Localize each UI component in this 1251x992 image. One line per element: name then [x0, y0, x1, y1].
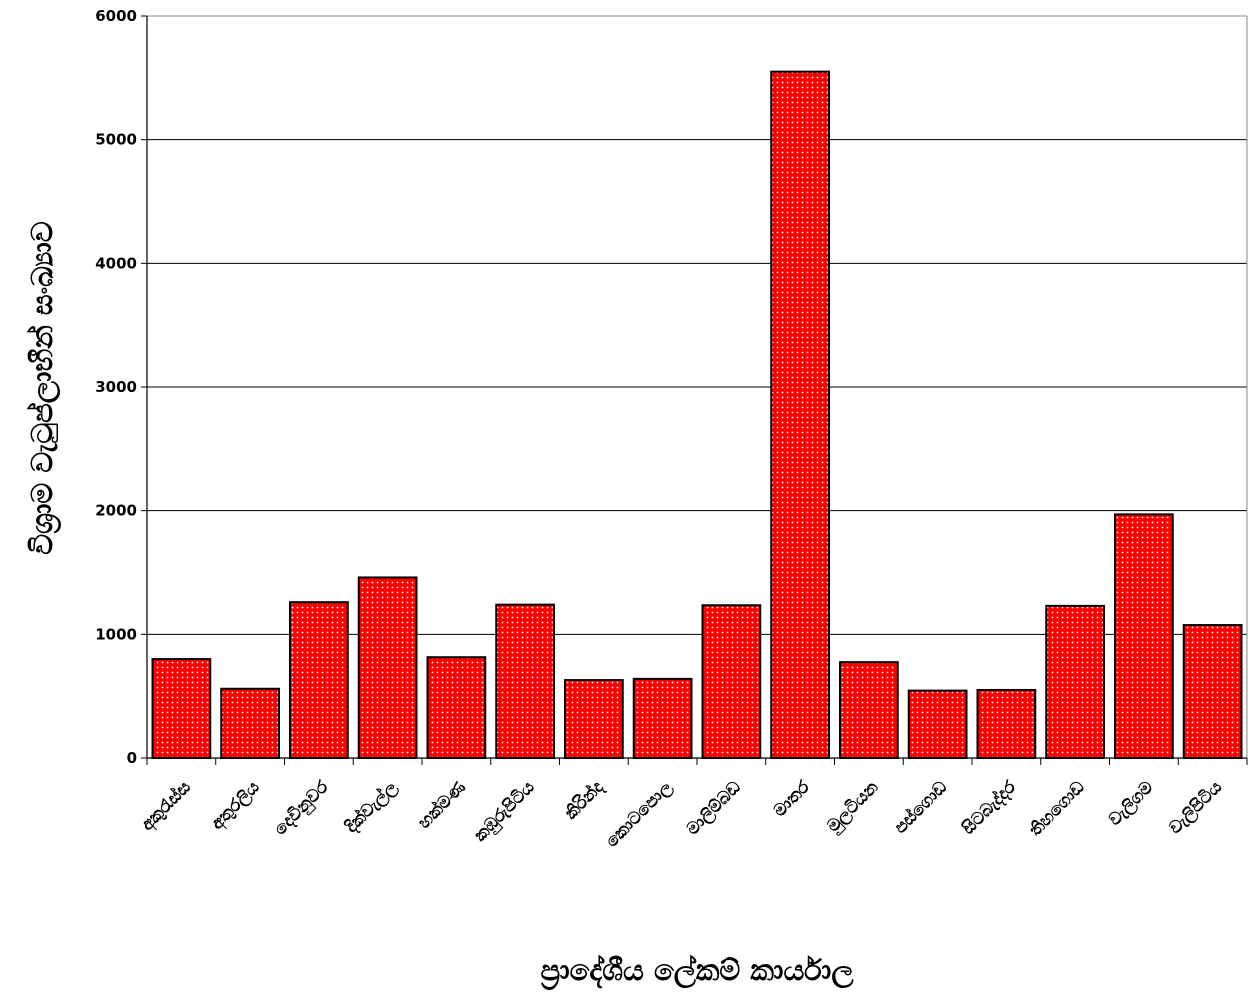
x-tick-label: දික්වැල්ල [340, 777, 401, 838]
bar [976, 688, 1037, 760]
x-tick-label: කොටපොල [602, 777, 677, 852]
bar [426, 656, 487, 759]
bar [701, 604, 762, 759]
bar [770, 70, 830, 759]
bar [151, 658, 212, 759]
bar [907, 689, 968, 760]
y-axis-ticks: 0 1000 2000 3000 4000 5000 6000 [95, 7, 147, 767]
bar [564, 679, 624, 760]
x-tick-label: දෙවිනුවර [270, 777, 333, 840]
x-axis-labels: අකුරැස්ස අතුරලිය දෙවිනුවර දික්වැල්ල හක්මණ කඹු… [137, 776, 1227, 852]
x-tick-label: මාලිම්බඩ [683, 777, 746, 840]
gridlines [147, 15, 1247, 635]
x-tick-label: අකුරැස්ස [137, 777, 196, 836]
x-tick-label: වැලිගම [1105, 777, 1158, 830]
x-tick-label: අතුරලිය [207, 777, 264, 834]
axes [146, 15, 1248, 765]
x-tick-label: කිරින්ද [560, 776, 608, 824]
x-tick-label: පස්ගොඩ [890, 776, 952, 838]
y-tick-label: 2000 [95, 502, 137, 520]
y-tick-label: 1000 [95, 625, 137, 643]
bar [839, 661, 899, 759]
x-tick-label: මාතර [770, 777, 814, 821]
bar [1045, 604, 1105, 760]
bar [357, 576, 418, 759]
bars [151, 70, 1243, 760]
bar [1114, 513, 1174, 759]
y-tick-label: 6000 [95, 7, 137, 25]
bar [495, 603, 555, 759]
x-axis-title: ප්‍රාදේශීය ලේකම් කාර්යාල [541, 953, 855, 990]
bar [632, 677, 693, 759]
x-tick-label: වැලිපිටිය [1165, 777, 1226, 838]
x-tick-label: මුලටියන [823, 777, 883, 837]
y-axis-title: විශ්‍රාම වැටුප්ලාභීන් සංඛ්‍යාව [25, 221, 61, 555]
y-tick-label: 4000 [95, 254, 137, 272]
x-tick-label: කඹුරුපිටිය [470, 777, 539, 846]
x-tick-label: තිහගොඩ [1026, 777, 1089, 840]
y-tick-label: 5000 [95, 131, 137, 149]
bar [220, 687, 280, 759]
y-tick-label: 3000 [95, 378, 137, 396]
bar [1182, 624, 1243, 760]
bar [289, 601, 349, 759]
y-tick-label: 0 [127, 749, 137, 767]
x-tick-label: සිටබැද්දර [958, 776, 1021, 839]
x-tick-label: හක්මණ [414, 777, 470, 833]
